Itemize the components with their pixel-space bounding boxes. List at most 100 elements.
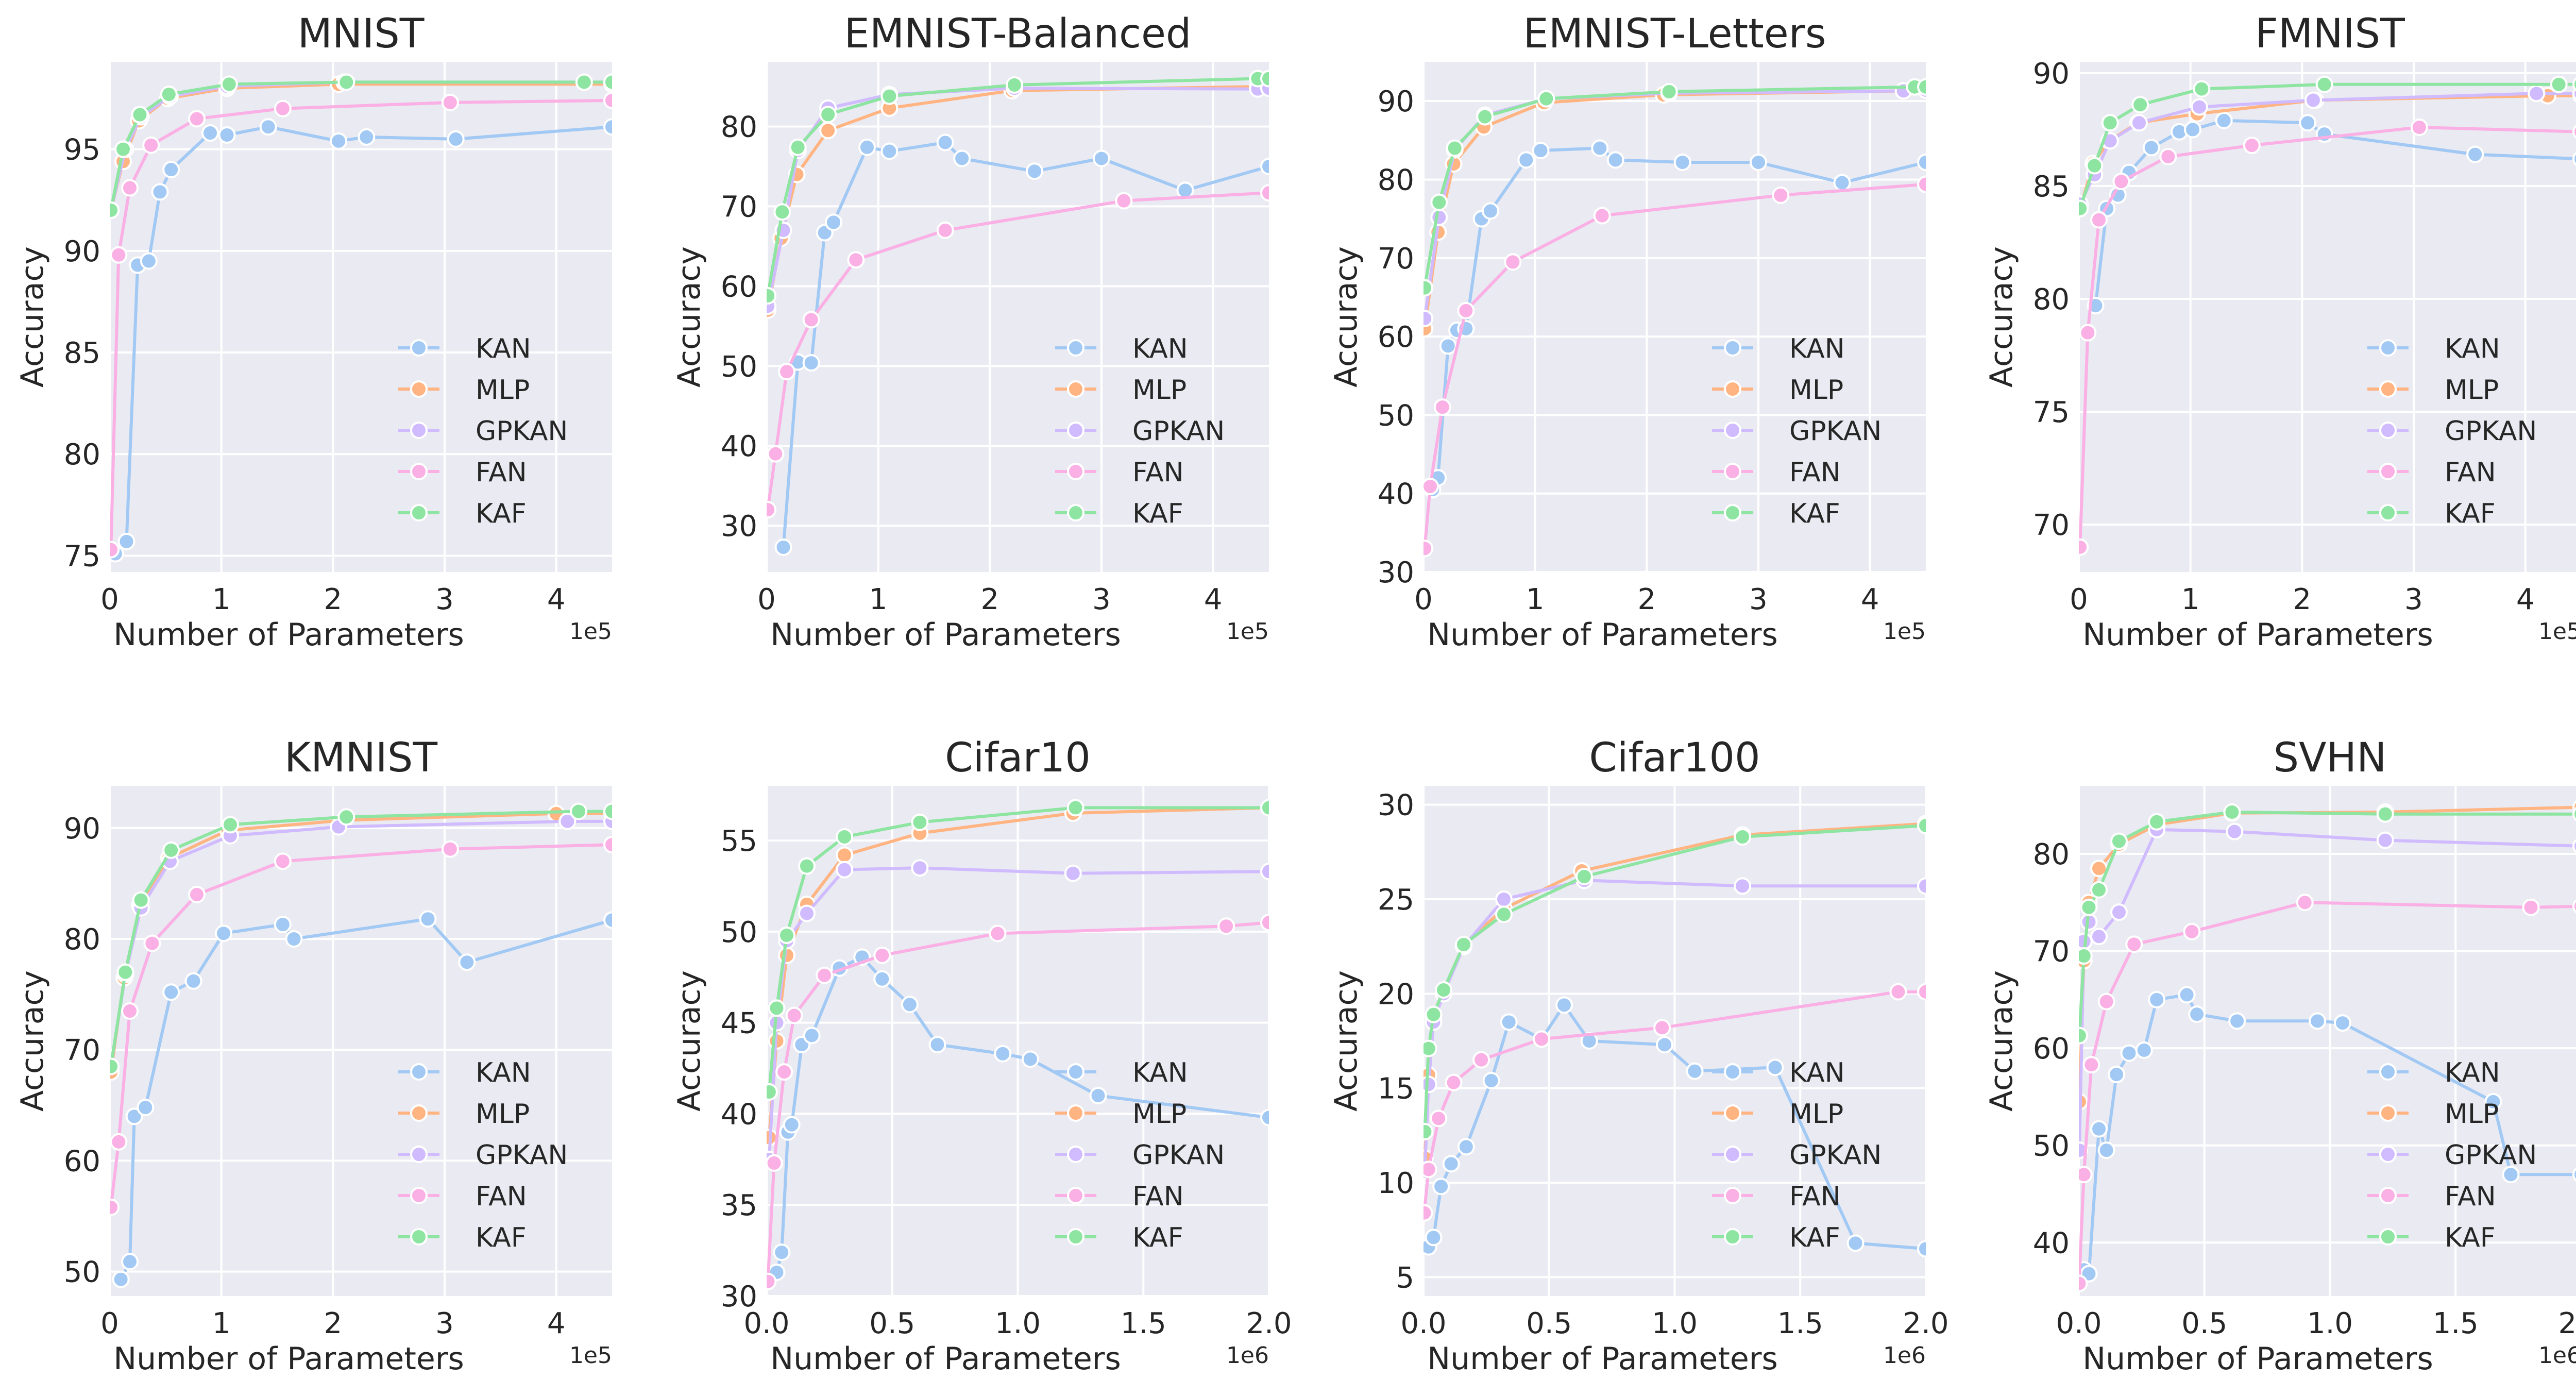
data-point-kan — [151, 183, 169, 201]
legend: KAN MLP GPKAN FAN KAF — [1712, 1057, 1882, 1253]
legend-marker-kan — [410, 1063, 428, 1081]
data-point-mlp — [836, 846, 854, 864]
series-line-fan — [2079, 126, 2576, 547]
series-layer — [2079, 75, 2576, 556]
x-axis-label: Number of Parameters — [113, 617, 464, 653]
legend-label-kaf: KAF — [476, 1222, 527, 1253]
data-point-fan — [603, 91, 612, 109]
legend-marker-kaf — [2379, 1228, 2397, 1246]
data-point-kan — [121, 1253, 139, 1271]
data-point-kaf — [1435, 981, 1452, 999]
data-point-fan — [989, 924, 1007, 943]
legend-label-mlp: MLP — [1789, 1099, 1843, 1130]
data-point-kaf — [1260, 70, 1269, 88]
legend-label-mlp: MLP — [2445, 1099, 2499, 1130]
y-tick-label: 70 — [2033, 935, 2070, 969]
data-point-kan — [803, 1027, 821, 1045]
legend-marker-gpkan — [1724, 1146, 1741, 1163]
data-point-fan — [2079, 1166, 2093, 1184]
legend-label-kan: KAN — [2445, 1057, 2500, 1088]
data-point-kan — [2484, 1092, 2502, 1111]
legend-marker-mlp — [1067, 380, 1084, 398]
plot-area — [110, 786, 612, 1296]
data-point-gpkan — [836, 861, 854, 879]
data-point-kaf — [2572, 77, 2576, 92]
series-layer — [767, 70, 1269, 556]
x-tick-label: 1.5 — [1121, 1307, 1166, 1340]
legend-marker-kan — [2379, 339, 2397, 357]
chart-title: Cifar100 — [1589, 735, 1760, 781]
data-point-kaf — [2101, 114, 2119, 132]
x-tick-label: 4 — [2516, 583, 2535, 616]
y-tick-label: 40 — [721, 1098, 757, 1131]
data-point-kan — [2572, 152, 2576, 166]
data-point-kan — [184, 972, 202, 990]
x-tick-label: 0.0 — [1400, 1307, 1446, 1340]
data-point-kan — [117, 532, 135, 550]
x-axis-label: Number of Parameters — [2082, 617, 2433, 653]
legend: KAN MLP GPKAN FAN KAF — [1055, 1057, 1225, 1253]
data-point-fan — [1445, 1073, 1463, 1091]
y-tick-label: 80 — [64, 923, 100, 956]
data-point-gpkan — [1495, 890, 1513, 908]
chart-panel-cifar100: 0.0 0.5 1.0 1.5 2.0 5 10 15 20 25 30 Cifar100 Number… — [1328, 735, 1949, 1377]
data-point-kan — [603, 911, 612, 929]
data-point-kan — [2097, 1141, 2115, 1159]
x-axis-label: Number of Parameters — [770, 1341, 1121, 1377]
x-offset-label: 1e5 — [2538, 618, 2576, 645]
x-tick-label: 0 — [100, 1307, 119, 1340]
chart-title: EMNIST-Letters — [1523, 11, 1826, 57]
data-point-fan — [2410, 119, 2428, 137]
data-point-fan — [1260, 914, 1269, 932]
data-point-kan — [419, 910, 437, 928]
data-point-fan — [775, 1063, 793, 1081]
data-point-kan — [201, 124, 219, 142]
series-line-kan — [120, 917, 612, 1281]
data-point-fan — [2183, 922, 2201, 940]
data-point-kan — [1673, 153, 1691, 171]
data-point-kan — [901, 996, 919, 1014]
data-point-fan — [1917, 175, 1926, 193]
x-tick-label: 2 — [324, 1307, 343, 1340]
data-point-kan — [285, 930, 303, 948]
x-tick-label: 2 — [981, 583, 999, 616]
data-point-kaf — [1917, 817, 1926, 834]
x-tick-label: 1 — [212, 583, 231, 616]
y-tick-label: 85 — [64, 337, 100, 370]
legend-label-kaf: KAF — [476, 498, 527, 529]
data-point-kan — [1439, 337, 1457, 355]
y-tick-label: 40 — [721, 430, 757, 463]
y-tick-label: 70 — [1378, 242, 1414, 276]
x-tick-label: 1.5 — [2433, 1307, 2479, 1340]
data-point-kan — [928, 1036, 946, 1054]
series-line-kaf — [767, 806, 1269, 1092]
data-point-kaf — [131, 106, 149, 124]
data-point-kan — [1432, 1178, 1450, 1196]
y-tick-label: 90 — [2033, 57, 2070, 91]
data-point-kaf — [160, 86, 178, 104]
data-point-kan — [215, 924, 232, 943]
data-point-kan — [2120, 1044, 2138, 1062]
data-point-fan — [1653, 1019, 1671, 1037]
data-point-kan — [953, 149, 971, 167]
y-tick-label: 50 — [721, 350, 757, 383]
data-point-kan — [2502, 1166, 2520, 1184]
x-tick-label: 0 — [2070, 583, 2088, 616]
data-point-mlp — [819, 122, 837, 140]
data-point-kaf — [798, 857, 816, 875]
data-point-fan — [802, 311, 820, 329]
data-point-kaf — [2079, 1027, 2088, 1045]
x-axis-label: Number of Parameters — [113, 1341, 464, 1377]
data-point-kaf — [1006, 76, 1023, 94]
data-point-kan — [1833, 174, 1851, 192]
data-point-fan — [1533, 1030, 1551, 1048]
data-point-fan — [1772, 186, 1790, 204]
series-line-kaf — [1423, 85, 1926, 289]
data-point-kaf — [1575, 868, 1593, 885]
data-point-kan — [1260, 157, 1269, 175]
legend-marker-fan — [1724, 463, 1741, 480]
data-point-gpkan — [2226, 822, 2244, 840]
legend-marker-mlp — [2379, 1104, 2397, 1122]
data-point-kan — [1917, 153, 1926, 171]
legend-label-kan: KAN — [1789, 333, 1845, 364]
